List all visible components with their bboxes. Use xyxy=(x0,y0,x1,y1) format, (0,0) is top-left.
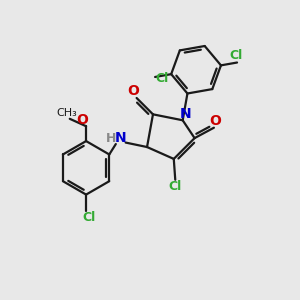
Text: O: O xyxy=(209,114,221,128)
Text: O: O xyxy=(127,84,139,98)
Text: Cl: Cl xyxy=(169,180,182,193)
Text: CH₃: CH₃ xyxy=(56,108,77,118)
Text: H: H xyxy=(106,132,116,145)
Text: Cl: Cl xyxy=(229,49,242,62)
Text: N: N xyxy=(115,131,127,145)
Text: Cl: Cl xyxy=(155,72,168,85)
Text: N: N xyxy=(179,107,191,121)
Text: Cl: Cl xyxy=(82,211,96,224)
Text: O: O xyxy=(76,113,88,127)
